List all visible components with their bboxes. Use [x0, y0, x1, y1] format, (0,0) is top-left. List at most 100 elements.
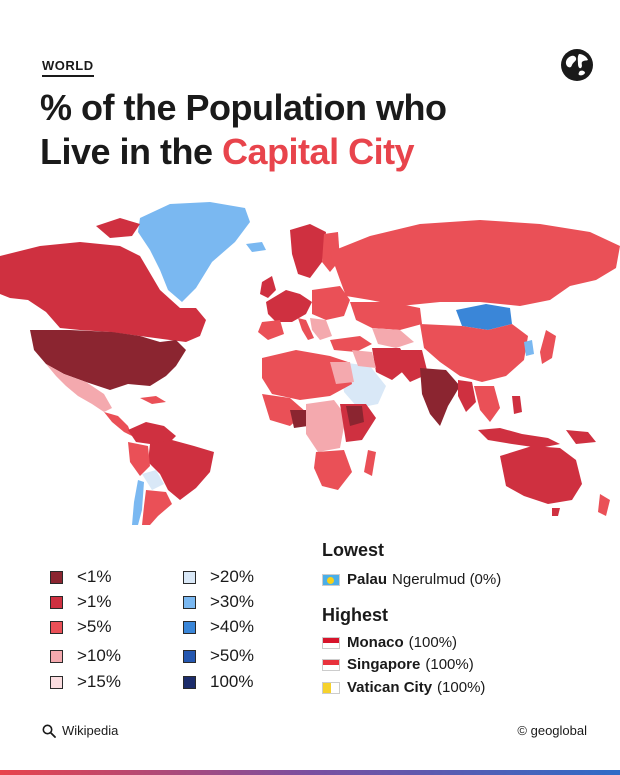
title-line-2-prefix: Live in the: [40, 131, 223, 172]
region-iberia: [258, 320, 284, 340]
region-kazakhstan: [350, 302, 422, 330]
region-north-africa: [262, 350, 352, 400]
region-bangladesh-myanmar: [458, 380, 476, 412]
region-western-europe: [266, 290, 312, 322]
highest-row: Singapore (100%): [322, 656, 474, 673]
region-russia: [330, 220, 620, 306]
region-colombia-venezuela: [128, 422, 176, 446]
region-scandinavia: [290, 224, 326, 278]
region-madagascar: [364, 450, 376, 476]
region-balkans: [310, 318, 332, 340]
legend-item-gt10: >10%: [50, 645, 121, 667]
legend-label: >5%: [77, 617, 112, 636]
region-canada-islands: [96, 218, 140, 238]
legend-swatch: [183, 620, 196, 634]
region-chile: [132, 480, 144, 525]
region-peru: [128, 442, 150, 476]
region-eastern-europe: [312, 286, 350, 320]
region-iraq-syria: [352, 350, 376, 368]
search-icon: [42, 724, 56, 738]
legend-label: >50%: [210, 646, 254, 665]
highest-detail: (100%): [425, 656, 474, 673]
title-line-1: % of the Population who: [40, 87, 447, 128]
region-australia: [500, 446, 582, 504]
legend-label: 100%: [210, 672, 254, 691]
vatican-flag-icon: [322, 681, 340, 694]
region-turkey: [330, 336, 372, 352]
region-indochina: [474, 386, 500, 422]
legend-swatch: [183, 595, 196, 609]
region-new-zealand: [598, 494, 610, 516]
region-philippines: [512, 396, 522, 414]
source-credit: Wikipedia: [42, 723, 118, 738]
region-japan: [540, 330, 556, 364]
legend-swatch: [50, 595, 63, 609]
brand-credit: © geoglobal: [517, 723, 587, 738]
region-korea: [524, 340, 534, 356]
legend-label: <1%: [77, 567, 112, 586]
lowest-detail: Ngerulmud (0%): [392, 571, 502, 588]
region-papua: [566, 430, 596, 444]
palau-flag-icon: [322, 573, 340, 586]
region-brazil: [148, 440, 214, 500]
region-ethiopia: [346, 406, 364, 426]
lowest-row: Palau Ngerulmud (0%): [322, 571, 501, 588]
highest-country: Singapore: [347, 656, 421, 673]
legend-label: >30%: [210, 592, 254, 611]
region-china: [420, 324, 528, 382]
highest-row: Vatican City (100%): [322, 679, 485, 696]
monaco-flag-icon: [322, 636, 340, 649]
region-tasmania: [552, 508, 560, 516]
legend-item-gt20: >20%: [183, 566, 254, 588]
legend-label: >10%: [77, 646, 121, 665]
region-southern-africa: [314, 450, 352, 490]
source-label: Wikipedia: [62, 723, 119, 738]
footer-gradient-bar: [0, 770, 620, 775]
highest-row: Monaco (100%): [322, 634, 457, 651]
region-usa: [30, 330, 186, 390]
highest-heading: Highest: [322, 605, 389, 625]
region-canada: [0, 242, 206, 342]
region-bolivia: [142, 470, 164, 490]
singapore-flag-icon: [322, 658, 340, 671]
legend-item-gt1: >1%: [50, 591, 112, 613]
highest-detail: (100%): [408, 634, 458, 651]
legend-swatch: [183, 675, 196, 689]
legend-item-gt30: >30%: [183, 591, 254, 613]
region-central-asia: [372, 328, 414, 348]
legend-item-gt50: >50%: [183, 645, 254, 667]
legend-label: >40%: [210, 617, 254, 636]
region-mongolia: [456, 304, 512, 330]
title-line-2: Live in the Capital City: [40, 130, 600, 174]
legend-swatch: [50, 675, 63, 689]
region-uk: [260, 276, 276, 298]
region-iceland: [246, 242, 266, 252]
legend-label: >20%: [210, 567, 254, 586]
region-caribbean: [140, 396, 166, 404]
legend-item-100: 100%: [183, 671, 253, 693]
title-accent: Capital City: [222, 131, 415, 172]
legend-label: >1%: [77, 592, 112, 611]
region-greenland: [138, 202, 250, 302]
region-mexico: [46, 364, 112, 412]
legend-swatch: [50, 649, 63, 663]
legend-swatch: [50, 570, 63, 584]
region-central-africa: [306, 400, 346, 452]
region-egypt: [330, 362, 354, 384]
legend-swatch: [183, 570, 196, 584]
highest-country: Monaco: [347, 634, 404, 651]
region-central-america: [104, 412, 132, 436]
lowest-country: Palau: [347, 571, 388, 588]
region-indonesia: [478, 428, 560, 448]
legend-item-lt1: <1%: [50, 566, 112, 588]
highest-detail: (100%): [437, 679, 486, 696]
region-india: [420, 368, 460, 426]
region-nigeria: [290, 410, 308, 428]
legend-item-gt40: >40%: [183, 616, 254, 638]
legend-item-gt5: >5%: [50, 616, 112, 638]
legend-item-gt15: >15%: [50, 671, 121, 693]
region-argentina: [142, 490, 172, 525]
section-kicker: WORLD: [42, 58, 94, 77]
world-choropleth-map: [0, 202, 620, 525]
page-title: % of the Population who Live in the Capi…: [40, 86, 600, 174]
